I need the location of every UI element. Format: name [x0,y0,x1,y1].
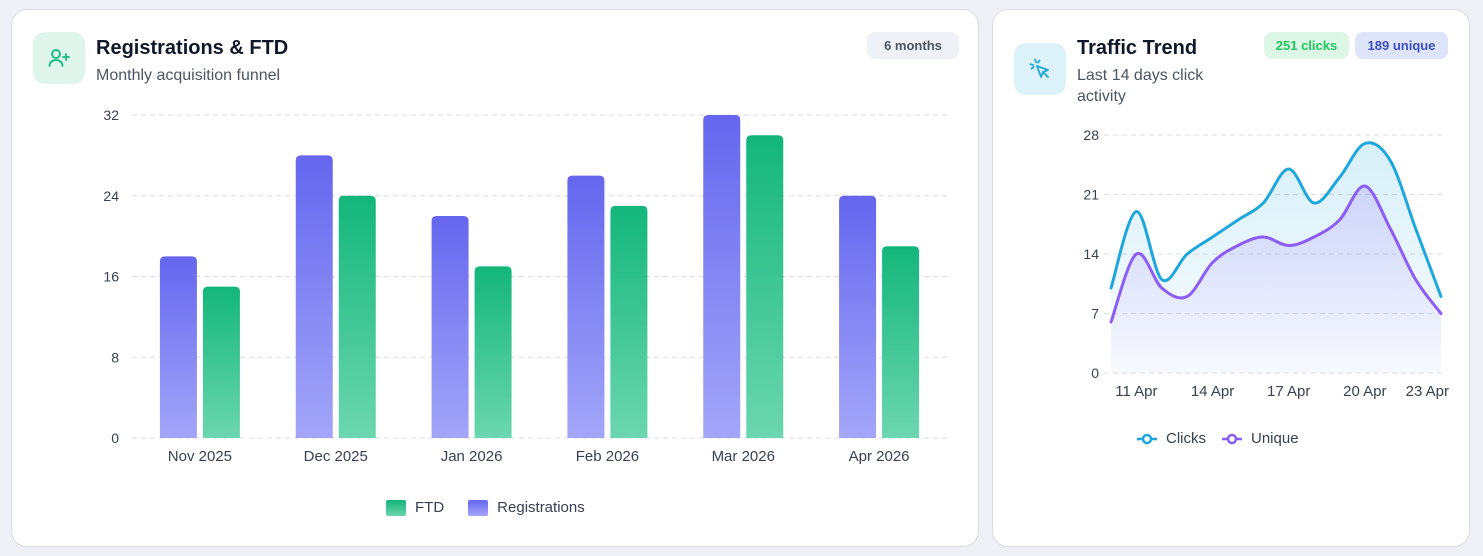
registrations-swatch [468,499,489,516]
y-tick-label: 32 [103,107,119,123]
y-tick-label: 0 [111,430,119,446]
x-tick-label: Mar 2026 [712,448,775,465]
line-chart: 0 7 14 21 28 11 Apr 14 Apr 17 Apr 20 Apr 23 Apr [1083,127,1449,400]
bar-registrations[interactable] [839,195,877,438]
y-tick-label: 14 [1083,246,1099,262]
bar-registrations[interactable] [295,155,333,438]
legend-label-unique: Unique [1251,430,1299,447]
x-tick-label: 23 Apr [1406,383,1449,400]
legend-item-registrations[interactable]: Registrations [468,499,585,516]
card-title: Registrations & FTD [96,37,289,59]
bar-chart: 0 8 16 24 32 Nov 2025 Dec 2025 Jan 2026 Feb 2026… [103,107,947,465]
card-subtitle: Last 14 days click activity [1077,67,1204,105]
legend-item-unique[interactable]: Unique [1222,430,1299,447]
unique-line[interactable] [1109,184,1443,324]
y-tick-label: 7 [1091,306,1099,322]
y-tick-label: 24 [103,188,119,204]
unique-badge: 189 unique [1355,32,1448,59]
bar-ftd[interactable] [202,286,240,438]
y-tick-label: 0 [1091,365,1099,381]
x-tick-label: Jan 2026 [441,448,503,465]
bar-registrations[interactable] [703,115,741,438]
x-tick-label: 20 Apr [1343,383,1386,400]
y-tick-label: 16 [103,269,119,285]
legend-item-clicks[interactable]: Clicks [1137,430,1206,447]
bar-registrations[interactable] [159,256,197,438]
clicks-line[interactable] [1109,141,1443,298]
x-tick-label: 11 Apr [1115,383,1157,400]
bar-registrations[interactable] [431,215,469,438]
cursor-click-icon [1014,43,1066,95]
clicks-marker-icon [1137,433,1157,444]
bar-ftd[interactable] [474,266,512,438]
traffic-card: Traffic Trend Last 14 days click activit… [992,9,1470,547]
bar-registrations[interactable] [567,175,605,438]
x-tick-label: Dec 2025 [304,448,368,465]
clicks-badge: 251 clicks [1264,32,1349,59]
legend-label-ftd: FTD [415,499,445,516]
legend-label-clicks: Clicks [1166,430,1206,447]
legend-label-registrations: Registrations [497,499,585,516]
y-tick-label: 21 [1083,187,1099,203]
card-title: Traffic Trend [1077,37,1198,59]
range-badge[interactable]: 6 months [867,32,959,59]
card-subtitle: Monthly acquisition funnel [96,67,281,84]
y-tick-label: 8 [111,349,119,365]
unique-area [1111,185,1441,373]
x-tick-label: Apr 2026 [849,448,910,465]
bar-ftd[interactable] [338,195,376,438]
line-legend: Clicks Unique [1137,430,1299,447]
bar-ftd[interactable] [610,205,648,438]
bar-ftd[interactable] [746,135,784,438]
x-tick-label: Nov 2025 [168,448,232,465]
bar-legend: FTD Registrations [386,499,585,516]
legend-item-ftd[interactable]: FTD [386,499,444,516]
x-tick-label: Feb 2026 [576,448,639,465]
unique-marker-icon [1222,433,1242,444]
bar-ftd[interactable] [882,246,920,438]
x-tick-label: 17 Apr [1267,383,1310,400]
registrations-card: Registrations & FTD Monthly acquisition … [11,9,979,547]
y-tick-label: 28 [1083,127,1099,143]
user-plus-icon [33,32,85,84]
ftd-swatch [386,499,406,516]
x-tick-label: 14 Apr [1191,383,1234,400]
